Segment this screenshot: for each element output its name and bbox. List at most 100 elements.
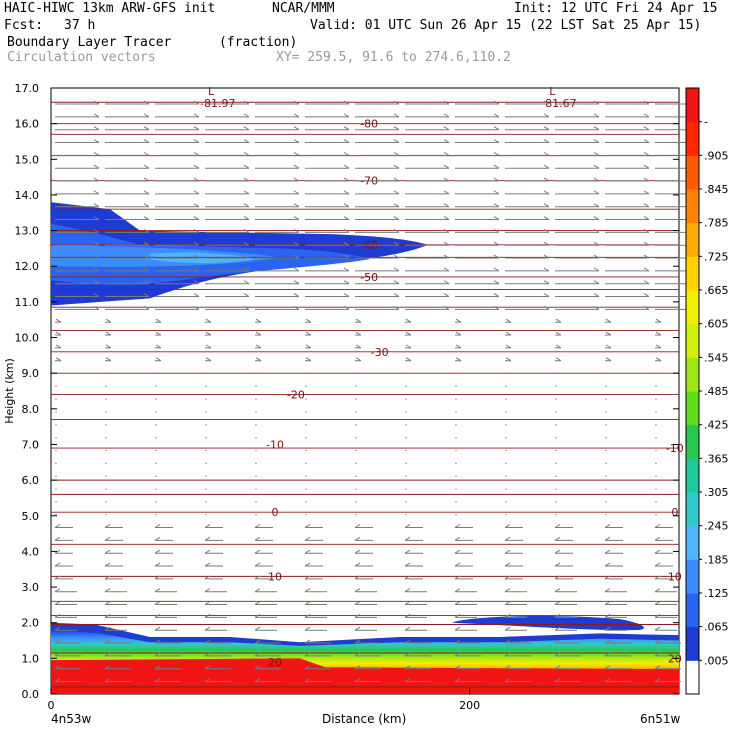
wind-vector-head xyxy=(243,190,250,195)
colorbar-segment xyxy=(686,424,699,459)
wind-vector-head xyxy=(193,254,200,259)
vector-dot xyxy=(455,424,457,426)
vector-dot xyxy=(505,449,507,452)
vector-dot xyxy=(455,398,457,400)
wind-vector-head xyxy=(243,228,250,233)
wind-vector-head xyxy=(143,280,150,285)
vector-dot xyxy=(655,372,657,375)
wind-vector-head xyxy=(193,203,200,208)
wind-vector-head xyxy=(193,113,200,118)
wind-vector-head xyxy=(343,267,350,272)
vector-dot xyxy=(605,475,607,477)
wind-vector-head xyxy=(55,331,62,336)
colorbar-label: .845 xyxy=(704,183,729,196)
wind-vector-head xyxy=(104,562,111,567)
wind-vector-head xyxy=(304,536,311,541)
vector-dot xyxy=(405,488,407,490)
wind-vector-head xyxy=(355,331,362,336)
wind-vector-head xyxy=(343,280,350,285)
wind-vector-head xyxy=(393,241,400,246)
wind-vector-head xyxy=(454,536,461,541)
wind-vector-head xyxy=(393,216,400,220)
wind-vector-head xyxy=(104,639,111,644)
wind-vector-head xyxy=(304,626,311,631)
x-tick-label: 200 xyxy=(459,699,480,712)
y-tick-label: 14.0 xyxy=(15,189,40,202)
colorbar-segment xyxy=(686,391,699,426)
tracer-fill-layer xyxy=(51,202,679,694)
wind-vector-head xyxy=(143,254,150,259)
wind-vector-head xyxy=(443,216,450,220)
vector-dot xyxy=(555,398,557,400)
y-tick-label: 10.0 xyxy=(15,332,40,345)
vector-dot xyxy=(205,372,207,375)
wind-vector-head xyxy=(243,177,250,182)
wind-vector-head xyxy=(154,524,161,528)
wind-vector-head xyxy=(54,626,61,631)
wind-vector-head xyxy=(593,190,600,195)
vector-dot xyxy=(455,475,457,477)
colorbar-label: .785 xyxy=(704,217,729,230)
vector-dot xyxy=(305,372,307,375)
vector-dot xyxy=(655,488,657,490)
colorbar-label: - xyxy=(704,116,708,129)
wind-vector-head xyxy=(555,357,562,362)
wind-vector-head xyxy=(504,613,511,618)
wind-vector-head xyxy=(554,536,561,541)
vector-dot xyxy=(155,424,157,426)
wind-vector-head xyxy=(143,139,150,143)
wind-vector-head xyxy=(193,305,200,310)
vector-dot xyxy=(655,385,657,388)
wind-vector-head xyxy=(504,626,511,631)
wind-vector-head xyxy=(293,305,300,310)
vector-dot xyxy=(105,398,107,400)
vector-dot xyxy=(105,411,107,413)
wind-vector-head xyxy=(543,126,550,131)
wind-vector-head xyxy=(93,100,100,105)
vector-dot xyxy=(405,449,407,452)
vector-dot xyxy=(155,385,157,388)
left-endpoint-label: 4n53w xyxy=(51,712,92,726)
wind-vector-head xyxy=(454,562,461,567)
vector-dot xyxy=(405,398,407,400)
wind-vector-head xyxy=(604,678,611,682)
vector-dot xyxy=(105,488,107,490)
wind-vector-head xyxy=(454,524,461,528)
wind-vector-head xyxy=(293,113,300,118)
wind-vector-head xyxy=(254,613,261,618)
wind-vector-head xyxy=(455,318,462,323)
colorbar-segment xyxy=(686,323,699,358)
wind-vector-head xyxy=(343,216,350,220)
vector-dot xyxy=(455,436,457,439)
colorbar-label: .725 xyxy=(704,250,729,263)
wind-vector-head xyxy=(354,678,361,682)
wind-vector-head xyxy=(504,652,511,657)
vector-dot xyxy=(255,398,257,400)
colorbar-label: .005 xyxy=(704,654,729,667)
vector-label: Circulation vectors xyxy=(7,50,156,65)
vector-dot xyxy=(605,436,607,439)
wind-vector-head xyxy=(204,678,211,682)
wind-vector-head xyxy=(254,601,261,605)
y-tick-label: 16.0 xyxy=(15,118,40,131)
wind-vector-head xyxy=(543,203,550,208)
wind-vector-head xyxy=(493,254,500,259)
wind-vector-head xyxy=(504,575,511,580)
y-tick-label: 2.0 xyxy=(22,617,40,630)
wind-vector-head xyxy=(243,254,250,259)
vector-dot xyxy=(655,462,657,465)
wind-vector-head xyxy=(105,357,112,362)
vector-dot xyxy=(105,436,107,439)
vector-dot xyxy=(155,411,157,413)
vector-dot xyxy=(255,411,257,413)
vector-dot xyxy=(255,385,257,388)
wind-vector-head xyxy=(393,164,400,169)
wind-vector-head xyxy=(243,280,250,285)
colorbar-label: .425 xyxy=(704,419,729,432)
vector-dot xyxy=(305,513,307,516)
vector-dot xyxy=(655,513,657,516)
wind-vector-head xyxy=(104,626,111,631)
wind-vector-head xyxy=(143,216,150,220)
wind-vector-head xyxy=(305,318,312,323)
wind-vector-head xyxy=(104,665,111,670)
